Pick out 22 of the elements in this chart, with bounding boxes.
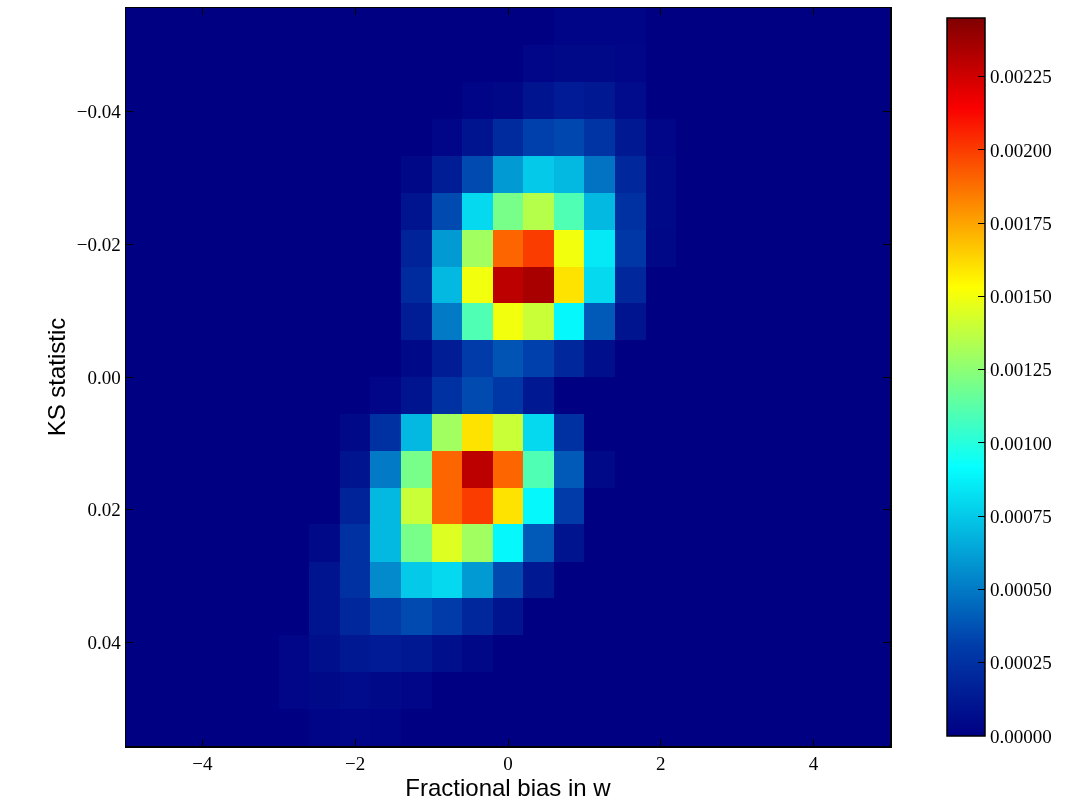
color-bar-label: 0.00000: [990, 725, 1052, 747]
color-bar-label: 0.00125: [990, 359, 1052, 381]
color-bar-label: 0.00225: [990, 66, 1052, 88]
color-bar-label: 0.00150: [990, 286, 1052, 308]
x-tick-label: −2: [345, 753, 366, 775]
y-tick-label: −0.02: [76, 233, 121, 255]
x-tick-label: 2: [656, 753, 666, 775]
x-tick-label: −4: [192, 753, 214, 775]
x-tick-label: 0: [503, 753, 513, 775]
color-bar-label: 0.00050: [990, 579, 1052, 601]
x-tick-label: 4: [808, 753, 819, 775]
y-tick-label: 0.02: [87, 499, 121, 521]
y-axis-title: KS statistic: [43, 317, 71, 437]
y-tick-label: 0.00: [87, 366, 121, 388]
color-bar-label: 0.00200: [990, 139, 1052, 161]
color-bar-label: 0.00100: [990, 432, 1052, 454]
color-bar-label: 0.00075: [990, 505, 1052, 527]
color-bar-label: 0.00025: [990, 652, 1052, 674]
x-axis-title: Fractional bias in w: [405, 774, 612, 802]
color-bar-label: 0.00175: [990, 212, 1052, 234]
y-tick-label: −0.04: [76, 101, 122, 123]
y-tick-label: 0.04: [87, 632, 122, 654]
